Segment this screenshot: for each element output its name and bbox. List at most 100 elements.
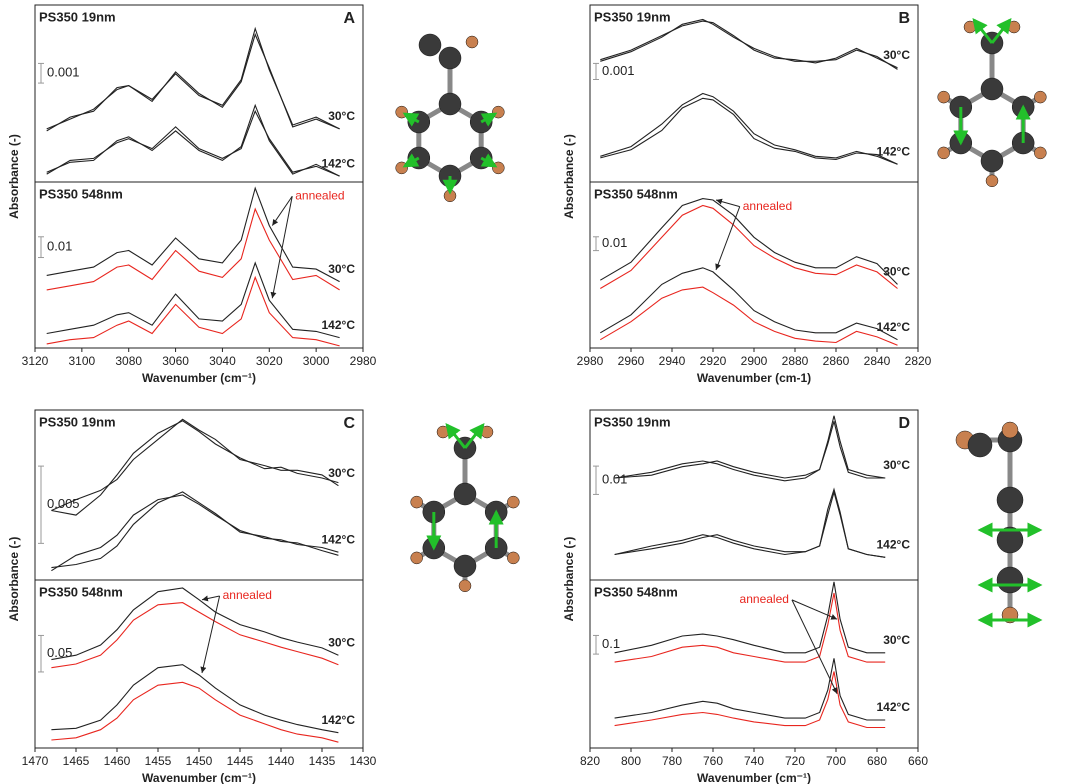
spectrum-line bbox=[600, 20, 897, 70]
scale-bar-label: 0.01 bbox=[602, 472, 627, 487]
x-tick-label: 700 bbox=[826, 754, 846, 768]
temperature-label: 30°C bbox=[883, 48, 910, 62]
molecule bbox=[938, 20, 1047, 187]
spectrum-line bbox=[51, 665, 338, 733]
atom bbox=[439, 93, 461, 115]
spectrum-line bbox=[600, 287, 897, 345]
x-tick-label: 1435 bbox=[309, 754, 336, 768]
temperature-label: 30°C bbox=[328, 262, 355, 276]
temperature-label: 142°C bbox=[877, 320, 911, 334]
spectrum-line bbox=[615, 492, 886, 557]
plot-frame bbox=[590, 5, 918, 348]
spectrum-line bbox=[600, 21, 897, 68]
x-tick-label: 720 bbox=[785, 754, 805, 768]
x-tick-label: 2880 bbox=[782, 354, 809, 368]
figure: 31203100308030603040302030002980Wavenumb… bbox=[0, 0, 1065, 784]
x-tick-label: 2980 bbox=[577, 354, 604, 368]
annotation: annealed bbox=[223, 588, 272, 602]
temperature-label: 30°C bbox=[328, 466, 355, 480]
temperature-label: 142°C bbox=[322, 156, 356, 170]
molecule bbox=[396, 34, 505, 202]
y-axis-label: Absorbance (-) bbox=[7, 537, 21, 622]
scale-bar-label: 0.001 bbox=[602, 63, 635, 78]
atom bbox=[419, 34, 441, 56]
atom bbox=[981, 150, 1003, 172]
temperature-label: 30°C bbox=[883, 633, 910, 647]
spectrum-line bbox=[615, 658, 886, 720]
temperature-label: 142°C bbox=[877, 700, 911, 714]
atom bbox=[997, 487, 1023, 513]
atom bbox=[507, 496, 519, 508]
x-axis-label: Wavenumber (cm-1) bbox=[697, 371, 811, 385]
x-tick-label: 1430 bbox=[350, 754, 377, 768]
x-tick-label: 1465 bbox=[63, 754, 90, 768]
y-axis-label: Absorbance (-) bbox=[7, 134, 21, 219]
subplot-title: PS350 19nm bbox=[594, 9, 671, 24]
spectrum-line bbox=[47, 29, 340, 131]
x-tick-label: 1445 bbox=[227, 754, 254, 768]
scale-bar-label: 0.1 bbox=[602, 636, 620, 651]
spectrum-line bbox=[47, 35, 340, 129]
spectrum-line bbox=[47, 277, 340, 346]
atom bbox=[981, 78, 1003, 100]
atom bbox=[964, 21, 976, 33]
x-axis-label: Wavenumber (cm⁻¹) bbox=[142, 771, 256, 784]
temperature-label: 30°C bbox=[883, 265, 910, 279]
plot-frame bbox=[590, 410, 918, 748]
subplot-title: PS350 548nm bbox=[594, 186, 678, 201]
x-tick-label: 1455 bbox=[145, 754, 172, 768]
atom bbox=[466, 36, 478, 48]
spectrum-line bbox=[51, 419, 338, 510]
annotation: annealed bbox=[743, 199, 792, 213]
x-tick-label: 3060 bbox=[162, 354, 189, 368]
x-tick-label: 780 bbox=[662, 754, 682, 768]
spectrum-line bbox=[615, 421, 886, 481]
x-tick-label: 660 bbox=[908, 754, 928, 768]
spectrum-line bbox=[51, 682, 338, 742]
atom bbox=[507, 552, 519, 564]
scale-bar-label: 0.005 bbox=[47, 496, 80, 511]
x-tick-label: 1440 bbox=[268, 754, 295, 768]
atom bbox=[997, 567, 1023, 593]
atom bbox=[454, 555, 476, 577]
spectrum-line bbox=[47, 111, 340, 176]
annotation-arrow bbox=[716, 200, 740, 207]
x-tick-label: 2840 bbox=[864, 354, 891, 368]
panel-letter: B bbox=[898, 10, 910, 27]
scale-bar-label: 0.001 bbox=[47, 65, 80, 80]
annotation: annealed bbox=[295, 188, 344, 202]
x-tick-label: 3100 bbox=[69, 354, 96, 368]
temperature-label: 142°C bbox=[322, 713, 356, 727]
atom bbox=[437, 426, 449, 438]
panel-letter: D bbox=[898, 415, 910, 432]
spectrum-line bbox=[51, 421, 338, 515]
x-tick-label: 760 bbox=[703, 754, 723, 768]
spectrum-line bbox=[47, 209, 340, 290]
x-axis-label: Wavenumber (cm⁻¹) bbox=[697, 771, 811, 784]
atom bbox=[986, 175, 998, 187]
temperature-label: 30°C bbox=[883, 458, 910, 472]
subplot-title: PS350 548nm bbox=[594, 584, 678, 599]
atom bbox=[411, 552, 423, 564]
spectrum-line bbox=[47, 263, 340, 338]
x-tick-label: 3000 bbox=[303, 354, 330, 368]
subplot-title: PS350 19nm bbox=[39, 9, 116, 24]
atom bbox=[1002, 422, 1018, 438]
spectrum-line bbox=[47, 105, 340, 176]
atom bbox=[968, 433, 992, 457]
x-tick-label: 3080 bbox=[115, 354, 142, 368]
annotation-arrow bbox=[202, 596, 220, 600]
x-tick-label: 2860 bbox=[823, 354, 850, 368]
spectrum-line bbox=[51, 495, 338, 571]
temperature-label: 30°C bbox=[328, 635, 355, 649]
atom bbox=[492, 162, 504, 174]
x-tick-label: 3120 bbox=[22, 354, 49, 368]
atom bbox=[454, 483, 476, 505]
temperature-label: 142°C bbox=[877, 538, 911, 552]
annotation: annealed bbox=[740, 592, 789, 606]
temperature-label: 142°C bbox=[322, 532, 356, 546]
panel-letter: A bbox=[343, 10, 355, 27]
x-tick-label: 2980 bbox=[350, 354, 377, 368]
plot-frame bbox=[35, 410, 363, 748]
x-tick-label: 2900 bbox=[741, 354, 768, 368]
